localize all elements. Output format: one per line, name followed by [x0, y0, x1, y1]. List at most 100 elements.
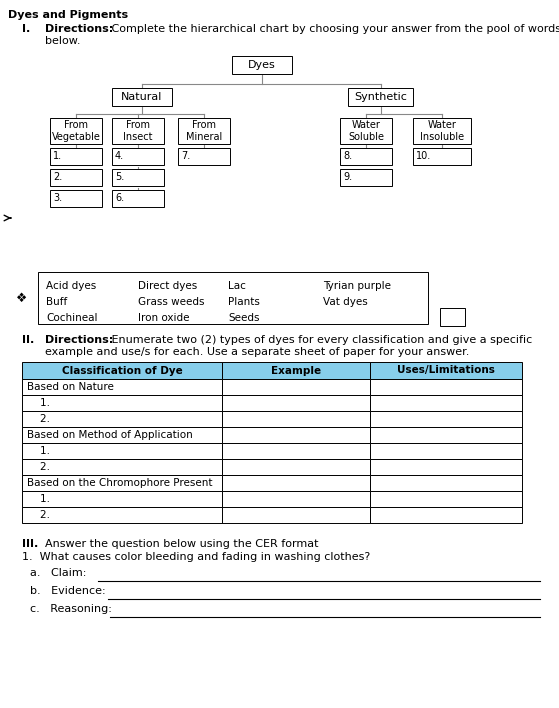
Text: 3.: 3.: [53, 193, 62, 203]
FancyBboxPatch shape: [50, 169, 102, 186]
Text: Directions:: Directions:: [45, 335, 113, 345]
Text: III.: III.: [22, 539, 38, 549]
FancyBboxPatch shape: [22, 411, 222, 427]
Text: below.: below.: [45, 36, 80, 46]
Text: Based on Nature: Based on Nature: [27, 382, 114, 392]
Text: Grass weeds: Grass weeds: [138, 297, 205, 307]
FancyBboxPatch shape: [22, 379, 222, 395]
Text: Vat dyes: Vat dyes: [323, 297, 368, 307]
Text: Classification of Dye: Classification of Dye: [61, 365, 182, 375]
FancyBboxPatch shape: [112, 88, 172, 106]
FancyBboxPatch shape: [22, 427, 222, 443]
Text: Answer the question below using the CER format: Answer the question below using the CER …: [45, 539, 319, 549]
Text: 5.: 5.: [115, 172, 124, 182]
Text: From
Vegetable: From Vegetable: [51, 120, 101, 142]
Text: Water
Insoluble: Water Insoluble: [420, 120, 464, 142]
Text: From
Mineral: From Mineral: [186, 120, 222, 142]
Text: Tyrian purple: Tyrian purple: [323, 281, 391, 291]
FancyBboxPatch shape: [22, 491, 222, 507]
Text: I.: I.: [22, 24, 30, 34]
FancyBboxPatch shape: [370, 491, 522, 507]
Text: Directions:: Directions:: [45, 24, 113, 34]
Text: Cochineal: Cochineal: [46, 313, 97, 323]
Text: 4.: 4.: [115, 151, 124, 161]
Text: Iron oxide: Iron oxide: [138, 313, 190, 323]
FancyBboxPatch shape: [222, 362, 370, 379]
FancyBboxPatch shape: [413, 118, 471, 144]
Text: Dyes and Pigments: Dyes and Pigments: [8, 10, 128, 20]
Text: 2.: 2.: [27, 414, 50, 424]
FancyBboxPatch shape: [370, 395, 522, 411]
FancyBboxPatch shape: [370, 362, 522, 379]
Text: Seeds: Seeds: [228, 313, 259, 323]
FancyBboxPatch shape: [340, 118, 392, 144]
FancyBboxPatch shape: [22, 362, 222, 379]
Text: Water
Soluble: Water Soluble: [348, 120, 384, 142]
FancyBboxPatch shape: [340, 169, 392, 186]
FancyBboxPatch shape: [222, 411, 370, 427]
FancyBboxPatch shape: [222, 507, 370, 523]
Text: 2.: 2.: [27, 462, 50, 472]
Text: Based on the Chromophore Present: Based on the Chromophore Present: [27, 478, 212, 488]
Text: Uses/Limitations: Uses/Limitations: [397, 365, 495, 375]
FancyBboxPatch shape: [38, 272, 428, 324]
Text: 1.: 1.: [27, 398, 50, 408]
Text: Direct dyes: Direct dyes: [138, 281, 197, 291]
Text: 2.: 2.: [53, 172, 62, 182]
FancyBboxPatch shape: [22, 475, 222, 491]
FancyBboxPatch shape: [178, 148, 230, 165]
FancyBboxPatch shape: [112, 190, 164, 207]
FancyBboxPatch shape: [370, 427, 522, 443]
FancyBboxPatch shape: [222, 459, 370, 475]
Text: Buff: Buff: [46, 297, 67, 307]
FancyBboxPatch shape: [370, 411, 522, 427]
FancyBboxPatch shape: [348, 88, 413, 106]
Text: Acid dyes: Acid dyes: [46, 281, 96, 291]
Text: Natural: Natural: [121, 92, 163, 102]
FancyBboxPatch shape: [413, 148, 471, 165]
Text: 1.: 1.: [27, 446, 50, 456]
Text: 1.: 1.: [27, 494, 50, 504]
Text: Plants: Plants: [228, 297, 260, 307]
Text: 2.: 2.: [27, 510, 50, 520]
FancyBboxPatch shape: [112, 118, 164, 144]
FancyBboxPatch shape: [112, 148, 164, 165]
FancyBboxPatch shape: [222, 491, 370, 507]
FancyBboxPatch shape: [340, 148, 392, 165]
Text: 7.: 7.: [181, 151, 190, 161]
FancyBboxPatch shape: [370, 443, 522, 459]
Text: 10.: 10.: [416, 151, 431, 161]
FancyBboxPatch shape: [222, 475, 370, 491]
Text: 8.: 8.: [343, 151, 352, 161]
FancyBboxPatch shape: [370, 459, 522, 475]
Text: Dyes: Dyes: [248, 60, 276, 70]
Text: Lac: Lac: [228, 281, 246, 291]
Text: From
Insect: From Insect: [123, 120, 153, 142]
FancyBboxPatch shape: [178, 118, 230, 144]
FancyBboxPatch shape: [22, 443, 222, 459]
FancyBboxPatch shape: [232, 56, 292, 74]
FancyBboxPatch shape: [370, 475, 522, 491]
Text: example and use/s for each. Use a separate sheet of paper for your answer.: example and use/s for each. Use a separa…: [45, 347, 470, 357]
FancyBboxPatch shape: [50, 190, 102, 207]
Text: b.   Evidence:: b. Evidence:: [30, 586, 106, 596]
Text: Example: Example: [271, 365, 321, 375]
Text: 6.: 6.: [115, 193, 124, 203]
Text: 9.: 9.: [343, 172, 352, 182]
FancyBboxPatch shape: [22, 507, 222, 523]
Text: ❖: ❖: [16, 292, 27, 304]
FancyBboxPatch shape: [222, 427, 370, 443]
FancyBboxPatch shape: [50, 118, 102, 144]
Text: Based on Method of Application: Based on Method of Application: [27, 430, 193, 440]
FancyBboxPatch shape: [50, 148, 102, 165]
Text: Enumerate two (2) types of dyes for every classification and give a specific: Enumerate two (2) types of dyes for ever…: [108, 335, 532, 345]
Text: II.: II.: [22, 335, 34, 345]
FancyBboxPatch shape: [370, 507, 522, 523]
FancyBboxPatch shape: [222, 379, 370, 395]
FancyBboxPatch shape: [112, 169, 164, 186]
FancyBboxPatch shape: [370, 379, 522, 395]
Text: Synthetic: Synthetic: [354, 92, 407, 102]
FancyBboxPatch shape: [22, 459, 222, 475]
FancyBboxPatch shape: [22, 395, 222, 411]
Text: c.   Reasoning:: c. Reasoning:: [30, 604, 112, 614]
